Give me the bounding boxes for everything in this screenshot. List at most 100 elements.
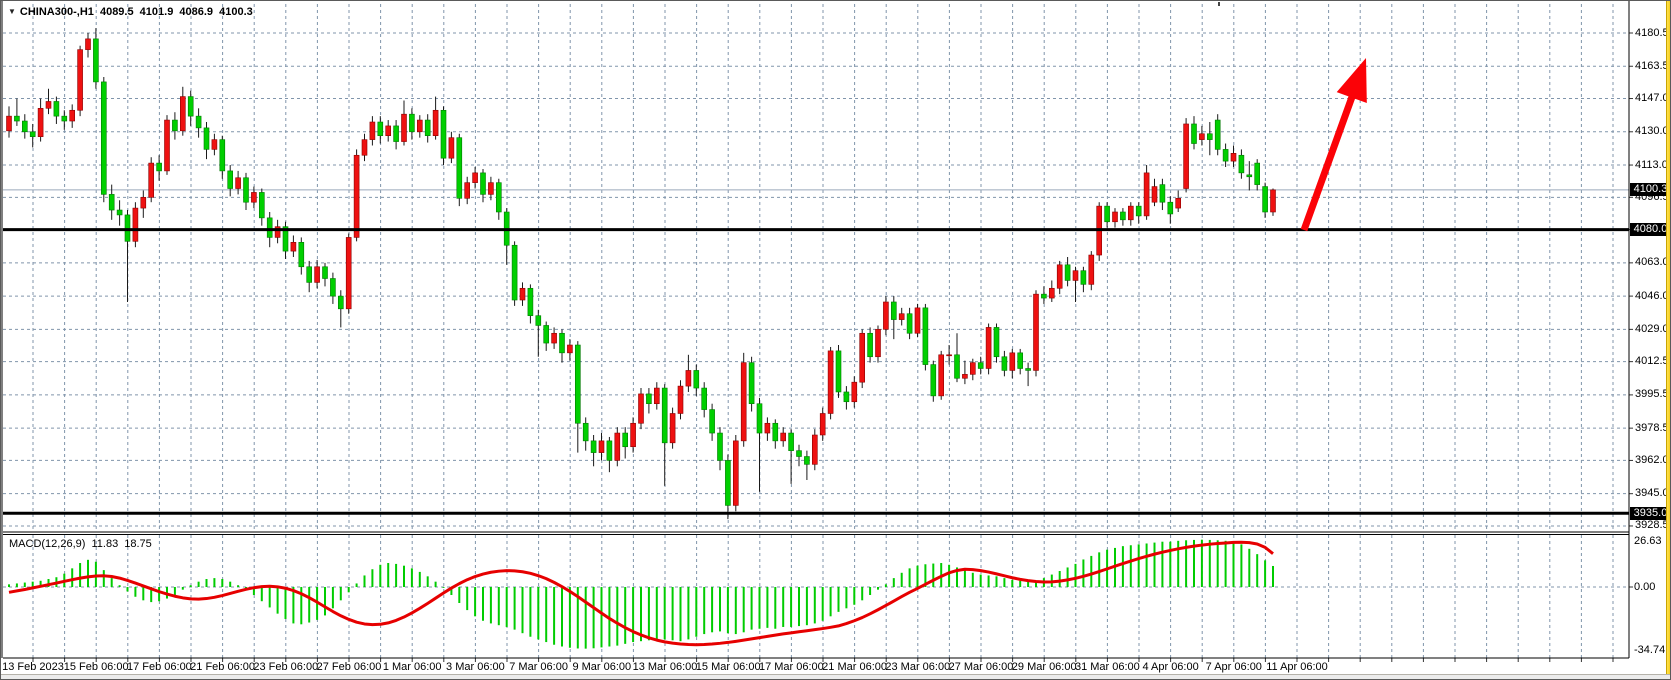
time-axis-label: 3 Mar 06:00: [446, 661, 505, 673]
bearish-candle: [835, 350, 842, 393]
bearish-candle: [282, 226, 289, 252]
bearish-candle: [424, 119, 431, 137]
bearish-candle: [788, 432, 794, 451]
vertical-gridlines: [32, 4, 1614, 662]
candlestick-series[interactable]: [6, 28, 1276, 520]
bearish-candle: [219, 139, 226, 172]
bearish-candle: [337, 295, 344, 310]
bullish-candle: [819, 413, 826, 436]
bearish-candle: [717, 432, 723, 461]
bearish-candle: [1222, 149, 1229, 162]
bullish-candle: [677, 385, 684, 414]
bearish-candle: [725, 460, 731, 506]
bullish-candle: [962, 374, 968, 379]
bullish-candle: [77, 49, 83, 111]
bearish-candle: [61, 115, 68, 122]
price-axis-label: 4012.5: [1635, 355, 1669, 368]
price-tag-4100.3: 4100.3: [1630, 183, 1670, 197]
bullish-candle: [780, 432, 787, 442]
price-axis-label: 4163.5: [1635, 59, 1669, 72]
bearish-candle: [1207, 133, 1213, 140]
bearish-candle: [1238, 154, 1245, 174]
bullish-candle: [353, 154, 360, 238]
bullish-candle: [401, 113, 407, 142]
bullish-candle: [598, 440, 605, 453]
bullish-candle: [385, 125, 392, 137]
time-axis-label: 7 Mar 06:00: [509, 661, 568, 673]
time-axis-label: 15 Mar 06:00: [695, 661, 761, 673]
time-axis-label: 9 Mar 06:00: [572, 661, 632, 673]
bearish-candle: [661, 387, 668, 444]
price-axis-label: 4147.0: [1635, 92, 1669, 105]
bearish-candle: [93, 38, 99, 83]
bearish-candle: [1080, 270, 1087, 285]
bearish-candle: [495, 182, 502, 213]
bullish-candle: [1199, 133, 1205, 140]
bullish-candle: [448, 137, 455, 159]
bullish-candle: [416, 119, 423, 133]
trend-arrow[interactable]: [1300, 58, 1367, 232]
bearish-candle: [622, 432, 629, 448]
bearish-candle: [930, 364, 937, 397]
bearish-candle: [377, 121, 384, 137]
bearish-candle: [306, 266, 313, 283]
bullish-candle: [235, 177, 241, 189]
bullish-candle: [859, 332, 866, 383]
time-axis-label: 4 Apr 06:00: [1142, 661, 1199, 673]
bearish-candle: [906, 313, 913, 334]
bullish-candle: [432, 109, 439, 137]
bearish-candle: [527, 287, 534, 316]
macd-signal-value: 18.75: [124, 538, 152, 550]
bullish-candle: [148, 162, 154, 198]
bearish-candle: [1214, 119, 1221, 150]
bullish-candle: [1143, 172, 1150, 217]
bearish-candle: [1001, 356, 1008, 371]
bullish-candle: [519, 287, 526, 301]
ohlc-high: 4101.9: [139, 6, 174, 18]
bearish-candle: [867, 332, 873, 358]
bearish-candle: [298, 242, 305, 268]
price-tag-3935.0: 3935.0: [1630, 506, 1670, 520]
bullish-candle: [946, 354, 952, 357]
bearish-candle: [748, 362, 755, 404]
bullish-candle: [1151, 186, 1158, 203]
bearish-candle: [409, 113, 415, 133]
time-axis-label: 29 Mar 06:00: [1011, 661, 1077, 673]
macd-name: MACD(12,26,9): [9, 538, 86, 550]
bullish-candle: [140, 197, 147, 209]
chevron-down-icon[interactable]: ▼: [8, 7, 16, 16]
horizontal-line-objects[interactable]: [3, 228, 1629, 515]
bearish-candle: [1135, 205, 1142, 217]
bullish-candle: [464, 182, 471, 199]
bearish-candle: [843, 391, 850, 403]
bullish-candle: [811, 434, 818, 465]
bearish-candle: [14, 115, 20, 122]
price-axis-label: 3928.5: [1635, 519, 1669, 532]
bullish-candle: [638, 393, 644, 424]
price-axis-label: 4046.0: [1635, 289, 1669, 302]
bullish-candle: [472, 172, 478, 183]
bearish-candle: [1025, 368, 1031, 371]
bullish-candle: [369, 121, 376, 140]
bullish-candle: [45, 101, 52, 109]
macd-histogram[interactable]: [8, 539, 1274, 649]
bearish-candle: [393, 125, 399, 142]
bearish-candle: [606, 440, 613, 461]
bearish-candle: [559, 332, 565, 354]
bearish-candle: [890, 301, 897, 320]
bullish-candle: [37, 108, 44, 137]
arrow-shaft: [1300, 90, 1358, 232]
time-axis-label: 27 Mar 06:00: [948, 661, 1014, 673]
time-axis-label: 11 Apr 06:00: [1266, 661, 1328, 673]
bullish-candle: [938, 354, 945, 397]
bullish-candle: [1128, 205, 1134, 221]
bearish-candle: [456, 137, 463, 199]
bearish-candle: [330, 278, 336, 297]
bullish-candle: [211, 139, 218, 150]
macd-axis-label: 0.00: [1634, 580, 1656, 593]
bullish-candle: [6, 115, 12, 132]
bullish-candle: [630, 422, 636, 448]
bearish-candle: [693, 370, 700, 389]
bearish-candle: [922, 307, 929, 365]
